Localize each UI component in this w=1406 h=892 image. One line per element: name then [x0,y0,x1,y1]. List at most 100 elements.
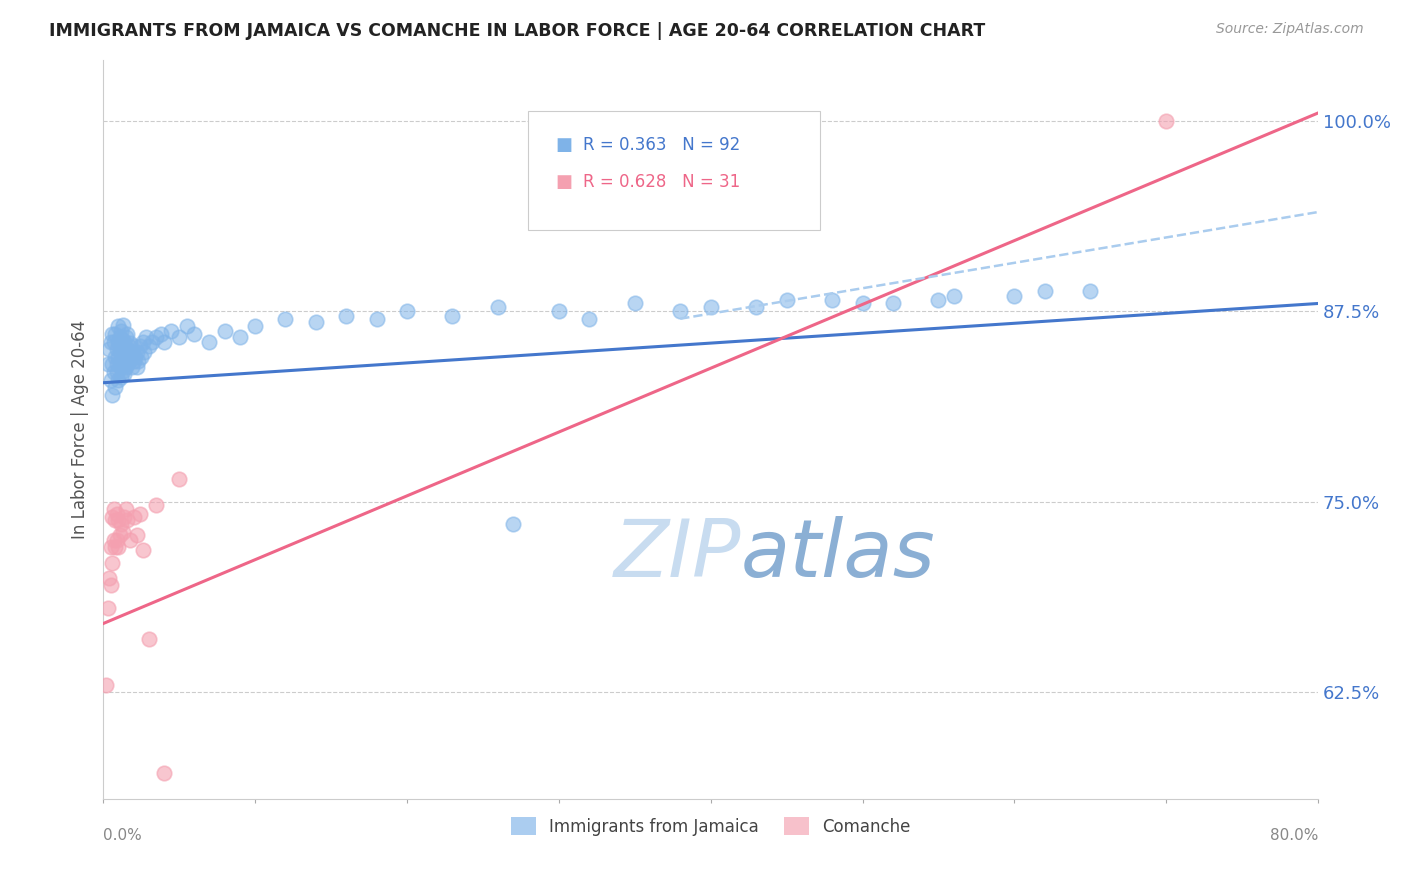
Point [115,345,138,359]
Point [335,309,357,323]
Point [167,330,190,344]
Point [111,348,134,362]
Point [176,319,198,334]
Point [115,360,138,375]
Point [127,354,149,368]
Point [103,502,125,516]
Point [121,345,143,359]
Point [745,300,768,314]
Point [101,509,124,524]
Point [98,571,121,585]
Point [104,513,127,527]
Point [105,533,128,547]
Point [107,373,129,387]
Point [274,311,297,326]
Point [138,632,160,646]
Point [134,345,156,359]
Point [366,311,388,326]
Y-axis label: In Labor Force | Age 20-64: In Labor Force | Age 20-64 [72,319,89,539]
Point [138,339,160,353]
Point [103,533,125,547]
Text: ■: ■ [555,172,572,191]
Point [942,289,965,303]
Point [103,365,125,379]
Point [107,334,129,349]
Point [214,324,236,338]
Point [110,339,132,353]
Point [145,498,167,512]
Point [1033,285,1056,299]
Text: R = 0.628   N = 31: R = 0.628 N = 31 [583,172,741,191]
Point [441,309,464,323]
Point [129,350,152,364]
Point [502,517,524,532]
Text: R = 0.363   N = 92: R = 0.363 N = 92 [583,136,741,153]
Point [96,677,118,691]
Point [111,318,134,332]
Point [128,339,150,353]
Point [125,345,148,359]
Point [623,296,645,310]
Point [101,358,124,372]
Point [122,339,145,353]
Point [112,351,135,366]
Point [103,334,125,349]
Point [149,326,172,341]
Point [107,319,129,334]
Point [105,365,128,379]
Point [125,360,148,375]
Point [125,528,148,542]
Point [153,334,176,349]
Point [115,502,138,516]
Point [100,373,122,387]
Point [108,345,131,359]
Point [105,358,128,372]
Point [243,319,266,334]
Point [305,315,328,329]
Point [110,369,132,384]
Text: ZIP: ZIP [613,516,741,594]
Point [547,304,569,318]
Point [112,336,135,351]
Point [120,533,142,547]
Point [1002,289,1025,303]
Point [97,601,120,615]
Point [669,304,692,318]
Point [108,330,131,344]
Point [100,541,122,555]
Point [118,354,141,368]
Point [100,578,122,592]
Point [153,766,176,780]
Text: ■: ■ [555,136,572,153]
Point [486,300,509,314]
Point [104,541,127,555]
Text: 80.0%: 80.0% [1270,829,1319,844]
Point [821,293,844,308]
Point [117,326,139,341]
Point [98,342,121,356]
Point [115,330,138,344]
Point [775,293,797,308]
Point [108,360,131,375]
Point [111,525,134,540]
FancyBboxPatch shape [529,112,820,229]
Text: Source: ZipAtlas.com: Source: ZipAtlas.com [1216,22,1364,37]
Point [104,326,127,341]
Point [110,517,132,532]
Point [135,330,157,344]
Point [198,334,221,349]
Point [141,334,163,349]
Point [117,342,139,356]
Point [131,543,153,558]
Point [118,339,141,353]
Point [110,354,132,368]
Legend: Immigrants from Jamaica, Comanche: Immigrants from Jamaica, Comanche [505,811,917,842]
Text: IMMIGRANTS FROM JAMAICA VS COMANCHE IN LABOR FORCE | AGE 20-64 CORRELATION CHART: IMMIGRANTS FROM JAMAICA VS COMANCHE IN L… [49,22,986,40]
Point [100,334,122,349]
Point [122,354,145,368]
Point [104,380,127,394]
Point [160,324,183,338]
Point [101,326,124,341]
Point [111,333,134,347]
Point [110,324,132,338]
